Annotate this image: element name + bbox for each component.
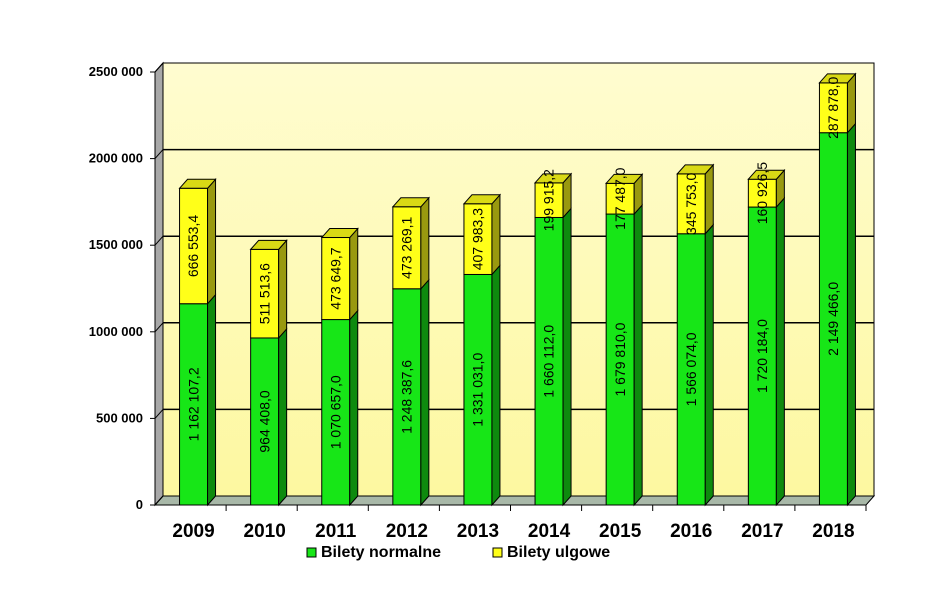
data-label: 1 162 107,2 (185, 367, 201, 441)
legend-swatch-normalne (306, 547, 317, 558)
bar-top (249, 239, 288, 250)
data-label: 1 679 810,0 (612, 322, 628, 396)
gridline-side (154, 409, 164, 419)
bar-normalne (179, 303, 209, 506)
bar-side (207, 177, 217, 306)
data-label: 511 513,6 (256, 263, 272, 324)
data-label: 160 926,5 (754, 162, 770, 224)
bar-normalne (250, 337, 280, 506)
gridline-side (154, 149, 164, 159)
data-label: 199 915,2 (541, 169, 557, 231)
x-tick-label: 2011 (315, 521, 357, 542)
data-label: 473 269,1 (399, 216, 415, 278)
x-tick-label: 2009 (172, 521, 214, 542)
data-label: 473 649,7 (327, 247, 343, 309)
x-tick-label: 2012 (386, 521, 428, 542)
bar-normalne (321, 319, 351, 506)
gridline-side (154, 495, 164, 506)
bar-normalne (392, 288, 422, 506)
bar-normalne (463, 273, 493, 506)
bar-top (462, 194, 502, 205)
bar-normalne (534, 216, 564, 506)
y-tick-label: 1000 000 (89, 324, 143, 339)
bar-top (747, 169, 786, 180)
data-label: 1 331 031,0 (470, 353, 486, 427)
data-label: 177 487,0 (612, 167, 628, 229)
bar-top (605, 173, 644, 184)
bar-side (562, 207, 572, 507)
legend-swatch-ulgowe (492, 547, 503, 558)
data-label: 345 753,0 (683, 172, 699, 234)
bar-side (278, 239, 288, 340)
bar-top (391, 197, 430, 208)
x-tick-label: 2017 (741, 521, 783, 542)
gridline-side (154, 235, 164, 246)
bar-normalne (747, 206, 777, 506)
bar-side (278, 327, 288, 507)
legend-label: Bilety normalne (321, 544, 441, 561)
bar-side (491, 193, 501, 276)
data-label: 407 983,3 (470, 208, 486, 270)
bar-side (207, 293, 217, 507)
bar-side (775, 196, 785, 507)
y-tick-label: 500 000 (96, 410, 143, 425)
bar-ulgowe (534, 182, 564, 218)
bar-side (420, 196, 430, 291)
bar-side (704, 163, 714, 236)
data-label: 2 149 466,0 (825, 282, 841, 356)
bar-top (178, 178, 217, 189)
data-label: 964 408,0 (256, 390, 272, 452)
bar-top (818, 73, 857, 84)
data-label: 287 878,0 (825, 76, 841, 138)
bar-side (846, 122, 856, 507)
bar-side (633, 203, 643, 507)
x-tick-label: 2015 (599, 521, 642, 542)
bar-side (349, 309, 359, 507)
bar-normalne (818, 132, 848, 506)
bar-top (320, 228, 359, 239)
y-tick-label: 2500 000 (89, 64, 143, 79)
bar-side (491, 264, 501, 507)
x-tick-label: 2010 (244, 521, 286, 542)
bar-top (533, 173, 573, 184)
x-tick-label: 2018 (812, 521, 854, 542)
data-label: 666 553,4 (185, 215, 201, 277)
bar-ulgowe (392, 206, 422, 290)
data-label: 1 070 657,0 (327, 375, 343, 449)
bar-side (704, 223, 714, 507)
gridline-side (154, 62, 164, 73)
y-tick-label: 1500 000 (89, 237, 143, 252)
gridline-side (154, 322, 164, 333)
y-tick-label: 2000 000 (89, 151, 143, 166)
x-tick-label: 2016 (670, 521, 712, 542)
x-tick-label: 2014 (528, 521, 571, 542)
data-label: 1 248 387,6 (399, 360, 415, 434)
side-wall (154, 61, 164, 507)
x-tick-label: 2013 (457, 521, 499, 542)
data-label: 1 660 112,0 (541, 325, 557, 398)
bar-side (846, 72, 856, 135)
bar-side (349, 227, 359, 321)
data-label: 1 566 074,0 (683, 332, 699, 406)
bar-top (676, 164, 715, 175)
legend-label: Bilety ulgowe (507, 544, 610, 561)
bar-side (420, 278, 430, 507)
bar-ulgowe (818, 82, 848, 134)
bar-normalne (676, 233, 706, 506)
data-label: 1 720 184,0 (754, 319, 770, 393)
y-tick-label: 0 (136, 497, 143, 512)
